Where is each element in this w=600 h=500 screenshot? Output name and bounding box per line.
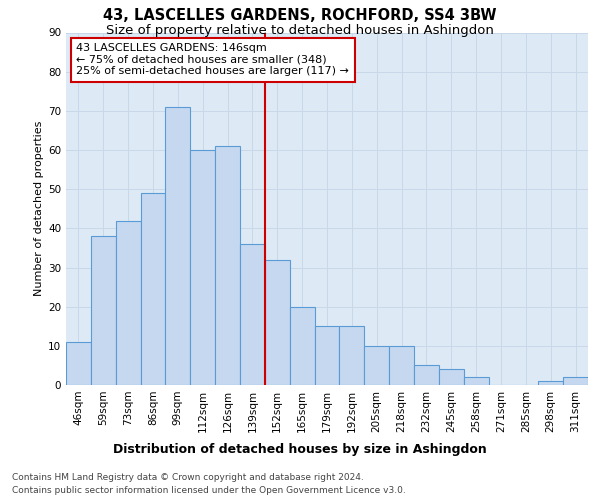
Bar	[116, 220, 140, 385]
Text: 43, LASCELLES GARDENS, ROCHFORD, SS4 3BW: 43, LASCELLES GARDENS, ROCHFORD, SS4 3BW	[103, 8, 497, 22]
Bar	[340, 326, 364, 385]
Bar	[66, 342, 91, 385]
Bar	[91, 236, 116, 385]
Bar	[364, 346, 389, 385]
Text: Size of property relative to detached houses in Ashingdon: Size of property relative to detached ho…	[106, 24, 494, 37]
Text: Distribution of detached houses by size in Ashingdon: Distribution of detached houses by size …	[113, 442, 487, 456]
Bar	[414, 366, 439, 385]
Bar	[190, 150, 215, 385]
Bar	[166, 107, 190, 385]
Bar	[563, 377, 588, 385]
Bar	[240, 244, 265, 385]
Bar	[265, 260, 290, 385]
Bar	[439, 370, 464, 385]
Bar	[538, 381, 563, 385]
Text: Contains public sector information licensed under the Open Government Licence v3: Contains public sector information licen…	[12, 486, 406, 495]
Text: Contains HM Land Registry data © Crown copyright and database right 2024.: Contains HM Land Registry data © Crown c…	[12, 472, 364, 482]
Bar	[215, 146, 240, 385]
Y-axis label: Number of detached properties: Number of detached properties	[34, 121, 44, 296]
Bar	[290, 306, 314, 385]
Bar	[389, 346, 414, 385]
Text: 43 LASCELLES GARDENS: 146sqm
← 75% of detached houses are smaller (348)
25% of s: 43 LASCELLES GARDENS: 146sqm ← 75% of de…	[76, 43, 349, 76]
Bar	[314, 326, 340, 385]
Bar	[464, 377, 488, 385]
Bar	[140, 193, 166, 385]
